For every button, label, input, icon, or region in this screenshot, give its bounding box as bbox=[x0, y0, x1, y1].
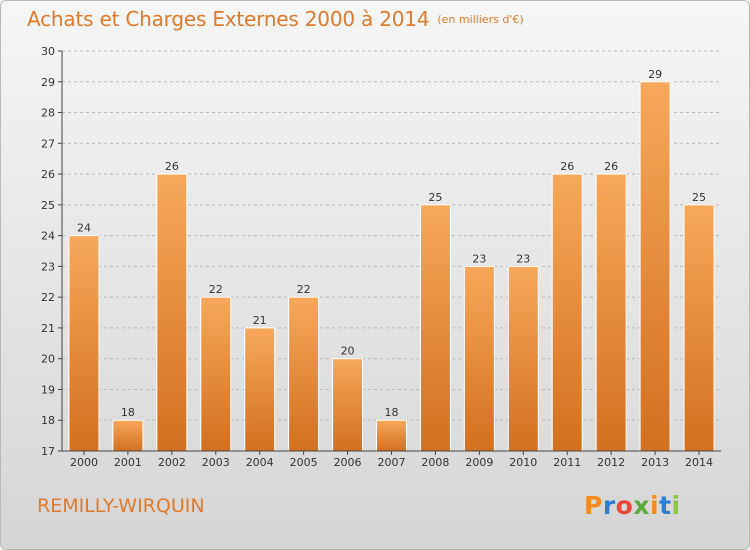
data-label: 26 bbox=[165, 160, 179, 173]
data-label: 18 bbox=[385, 406, 399, 419]
logo-letter: P bbox=[584, 491, 603, 520]
bar bbox=[551, 173, 583, 452]
x-tick-label: 2007 bbox=[378, 456, 406, 469]
x-tick-label: 2000 bbox=[70, 456, 98, 469]
x-tick-label: 2003 bbox=[202, 456, 230, 469]
x-tick-label: 2011 bbox=[553, 456, 581, 469]
bar bbox=[244, 327, 276, 452]
axes: 17 18 19 20 21 22 23 24 25 26 27 28 29 30 2000 2001 2002… bbox=[41, 45, 721, 469]
y-tick-label: 18 bbox=[41, 414, 55, 427]
logo-letter: i bbox=[650, 491, 660, 520]
x-tick-label: 2010 bbox=[509, 456, 537, 469]
data-label: 21 bbox=[253, 314, 267, 327]
y-tick-label: 27 bbox=[41, 137, 55, 150]
bar bbox=[156, 173, 188, 452]
data-label: 25 bbox=[692, 191, 706, 204]
data-label: 29 bbox=[648, 68, 662, 81]
bar bbox=[288, 296, 320, 452]
logo-letter: o bbox=[615, 491, 634, 520]
y-tick-label: 29 bbox=[41, 76, 55, 89]
y-tick-label: 22 bbox=[41, 291, 55, 304]
bar bbox=[683, 204, 715, 452]
bar bbox=[112, 419, 144, 452]
bar bbox=[639, 81, 671, 452]
data-label: 22 bbox=[209, 283, 223, 296]
data-label: 25 bbox=[428, 191, 442, 204]
x-tick-label: 2005 bbox=[290, 456, 318, 469]
data-label: 20 bbox=[341, 345, 355, 358]
y-tick-label: 28 bbox=[41, 107, 55, 120]
x-tick-label: 2001 bbox=[114, 456, 142, 469]
y-tick-label: 30 bbox=[41, 45, 55, 58]
x-tick-label: 2009 bbox=[465, 456, 493, 469]
y-tick-label: 25 bbox=[41, 199, 55, 212]
chart-unit: (en milliers d'€) bbox=[437, 13, 524, 26]
proxiti-logo[interactable]: Proxiti bbox=[584, 491, 681, 520]
x-tick-label: 2006 bbox=[334, 456, 362, 469]
logo-letter: r bbox=[602, 491, 616, 520]
logo-letter: t bbox=[659, 491, 672, 520]
bar bbox=[200, 296, 232, 452]
y-tick-label: 24 bbox=[41, 230, 55, 243]
logo-letter: i bbox=[671, 491, 681, 520]
bar bbox=[376, 419, 407, 452]
bar-series: 24 18 26 22 21 22 20 18 25 23 23 26 26 29 25 bbox=[68, 68, 715, 452]
data-label: 26 bbox=[604, 160, 618, 173]
bar bbox=[595, 173, 627, 452]
x-tick-label: 2013 bbox=[641, 456, 669, 469]
bar bbox=[68, 235, 100, 452]
data-label: 26 bbox=[560, 160, 574, 173]
data-label: 23 bbox=[472, 252, 486, 265]
bar bbox=[419, 204, 451, 452]
bar bbox=[507, 265, 539, 452]
title-row: Achats et Charges Externes 2000 à 2014 (e… bbox=[27, 7, 524, 31]
x-tick-label: 2008 bbox=[421, 456, 449, 469]
commune-name: REMILLY-WIRQUIN bbox=[37, 495, 205, 517]
data-label: 18 bbox=[121, 406, 135, 419]
x-tick-label: 2002 bbox=[158, 456, 186, 469]
bar bbox=[463, 265, 495, 452]
y-tick-label: 17 bbox=[41, 445, 55, 458]
logo-letter: x bbox=[633, 491, 650, 520]
data-label: 24 bbox=[77, 222, 91, 235]
bar bbox=[332, 358, 364, 452]
x-tick-label: 2004 bbox=[246, 456, 274, 469]
y-tick-label: 26 bbox=[41, 168, 55, 181]
chart-title: Achats et Charges Externes 2000 à 2014 bbox=[27, 7, 430, 31]
y-tick-label: 20 bbox=[41, 353, 55, 366]
y-tick-label: 19 bbox=[41, 383, 55, 396]
data-label: 22 bbox=[297, 283, 311, 296]
x-tick-label: 2014 bbox=[685, 456, 713, 469]
data-label: 23 bbox=[516, 252, 530, 265]
y-tick-label: 21 bbox=[41, 322, 55, 335]
x-tick-label: 2012 bbox=[597, 456, 625, 469]
y-tick-label: 23 bbox=[41, 260, 55, 273]
